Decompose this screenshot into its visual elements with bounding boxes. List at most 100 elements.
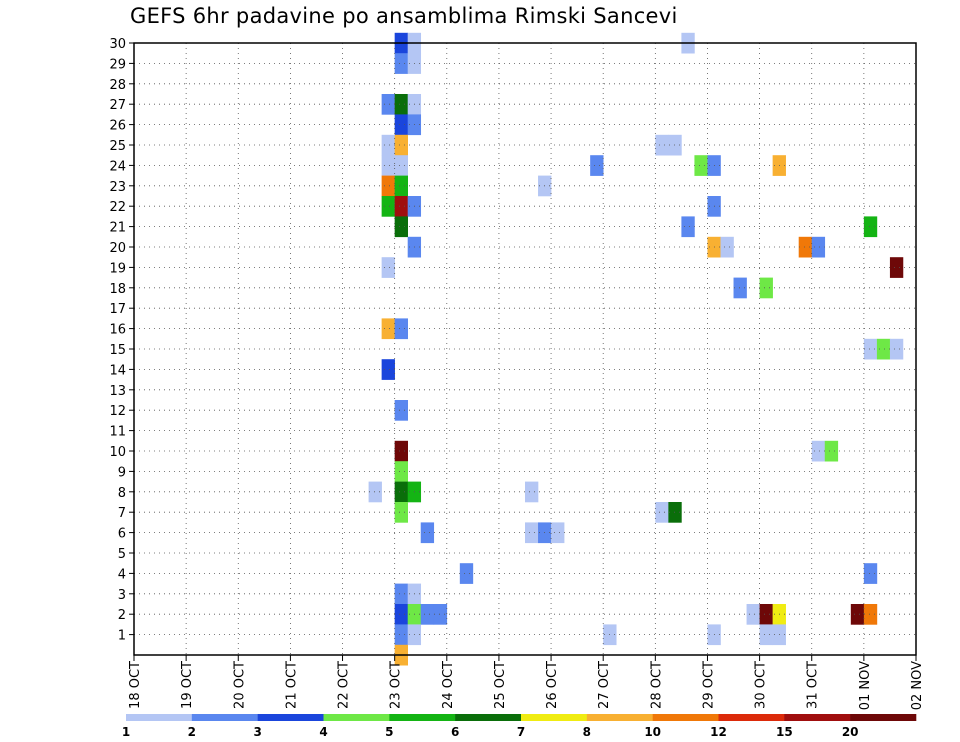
heatmap-cell: [668, 502, 682, 523]
heatmap-cell: [863, 563, 878, 584]
heatmap-cell: [720, 236, 734, 258]
y-tick-label: 10: [109, 445, 126, 460]
legend-swatch: [323, 714, 390, 721]
y-tick-label: 30: [109, 37, 126, 52]
legend-swatch: [652, 714, 719, 721]
heatmap-cell: [668, 134, 682, 156]
y-tick-label: 11: [109, 425, 126, 440]
heatmap-cell: [525, 481, 539, 503]
legend-label: 20: [842, 725, 859, 739]
y-tick-label: 24: [109, 159, 126, 174]
legend-swatch: [850, 714, 917, 721]
heatmap-cell: [551, 522, 565, 544]
legend-swatch: [389, 714, 456, 721]
heatmap-cell: [420, 604, 435, 625]
legend-label: 8: [583, 725, 591, 739]
legend-label: 12: [710, 725, 727, 739]
y-tick-label: 2: [118, 608, 126, 623]
heatmap-cell: [889, 338, 904, 360]
heatmap-cell: [759, 624, 773, 646]
y-tick-label: 1: [118, 629, 126, 644]
legend-label: 7: [517, 725, 525, 739]
x-tick-label: 21 OCT: [284, 661, 299, 709]
legend-swatch: [455, 714, 522, 721]
heatmap-cell: [681, 216, 695, 238]
x-tick-label: 02 NOV: [910, 661, 925, 710]
y-tick-label: 29: [109, 57, 126, 72]
y-tick-label: 9: [118, 465, 126, 480]
heatmap-cell: [394, 604, 408, 625]
heatmap-cell: [525, 522, 539, 544]
heatmap-cell: [694, 155, 708, 176]
heatmap-cell: [394, 400, 408, 421]
heatmap-cell: [394, 175, 408, 197]
heatmap-cell: [850, 604, 865, 625]
x-tick-label: 27 OCT: [597, 661, 612, 709]
legend-label: 3: [253, 725, 261, 739]
legend-label: 6: [451, 725, 459, 739]
heatmap-cell: [394, 94, 408, 115]
y-tick-label: 13: [109, 384, 126, 399]
y-tick-label: 19: [109, 261, 126, 276]
heatmap-cell: [381, 359, 395, 380]
heatmap-cell: [394, 318, 408, 340]
x-tick-label: 28 OCT: [649, 661, 664, 709]
heatmap-cell: [655, 502, 669, 523]
heatmap-cell: [811, 236, 826, 258]
heatmap-cell: [876, 338, 891, 360]
heatmap-cell: [746, 604, 760, 625]
y-tick-label: 6: [118, 527, 126, 542]
heatmap-cell: [381, 196, 395, 217]
heatmap-cell: [381, 318, 395, 340]
heatmap-cell: [368, 481, 382, 503]
heatmap-cell: [394, 502, 408, 523]
legend-label: 15: [776, 725, 793, 739]
heatmap-cell: [394, 155, 408, 176]
x-tick-label: 20 OCT: [232, 661, 247, 709]
x-tick-label: 19 OCT: [180, 661, 195, 709]
heatmap-cell: [394, 624, 408, 646]
heatmap-cell: [394, 134, 408, 156]
y-tick-label: 20: [109, 241, 126, 256]
y-tick-label: 22: [109, 200, 126, 215]
heatmap-cell: [759, 604, 773, 625]
y-tick-label: 5: [118, 547, 126, 562]
legend-swatch: [126, 714, 193, 721]
x-tick-label: 23 OCT: [389, 661, 404, 709]
y-tick-label: 27: [109, 98, 126, 113]
y-tick-label: 16: [109, 323, 126, 338]
heatmap-cell: [798, 236, 813, 258]
legend-label: 4: [319, 725, 327, 739]
heatmap-cell: [381, 155, 395, 176]
heatmap-cell: [394, 114, 408, 136]
x-tick-label: 18 OCT: [128, 661, 143, 709]
legend-label: 1: [122, 725, 130, 739]
y-tick-label: 28: [109, 78, 126, 93]
legend-label: 5: [385, 725, 393, 739]
legend-swatch: [586, 714, 653, 721]
heatmap-cell: [394, 461, 408, 482]
legend-swatch: [521, 714, 588, 721]
y-tick-label: 8: [118, 486, 126, 501]
legend-swatch: [257, 714, 324, 721]
heatmap-cell: [381, 175, 395, 197]
y-tick-label: 21: [109, 221, 126, 236]
heatmap-cell: [381, 257, 395, 278]
x-tick-label: 31 OCT: [806, 661, 821, 709]
heatmap-cell: [759, 277, 773, 299]
y-tick-label: 26: [109, 119, 126, 134]
heatmap-cell: [381, 94, 395, 115]
heatmap-cell: [459, 563, 474, 584]
y-tick-label: 3: [118, 588, 126, 603]
heatmap-cell: [863, 338, 878, 360]
y-tick-label: 18: [109, 282, 126, 297]
heatmap-cell: [394, 216, 408, 238]
x-tick-label: 22 OCT: [337, 661, 352, 709]
heatmap-cell: [433, 604, 448, 625]
y-tick-label: 7: [118, 506, 126, 521]
heatmap-cell: [394, 481, 408, 503]
legend-swatch: [191, 714, 258, 721]
y-tick-label: 25: [109, 139, 126, 154]
x-tick-label: 24 OCT: [441, 661, 456, 709]
